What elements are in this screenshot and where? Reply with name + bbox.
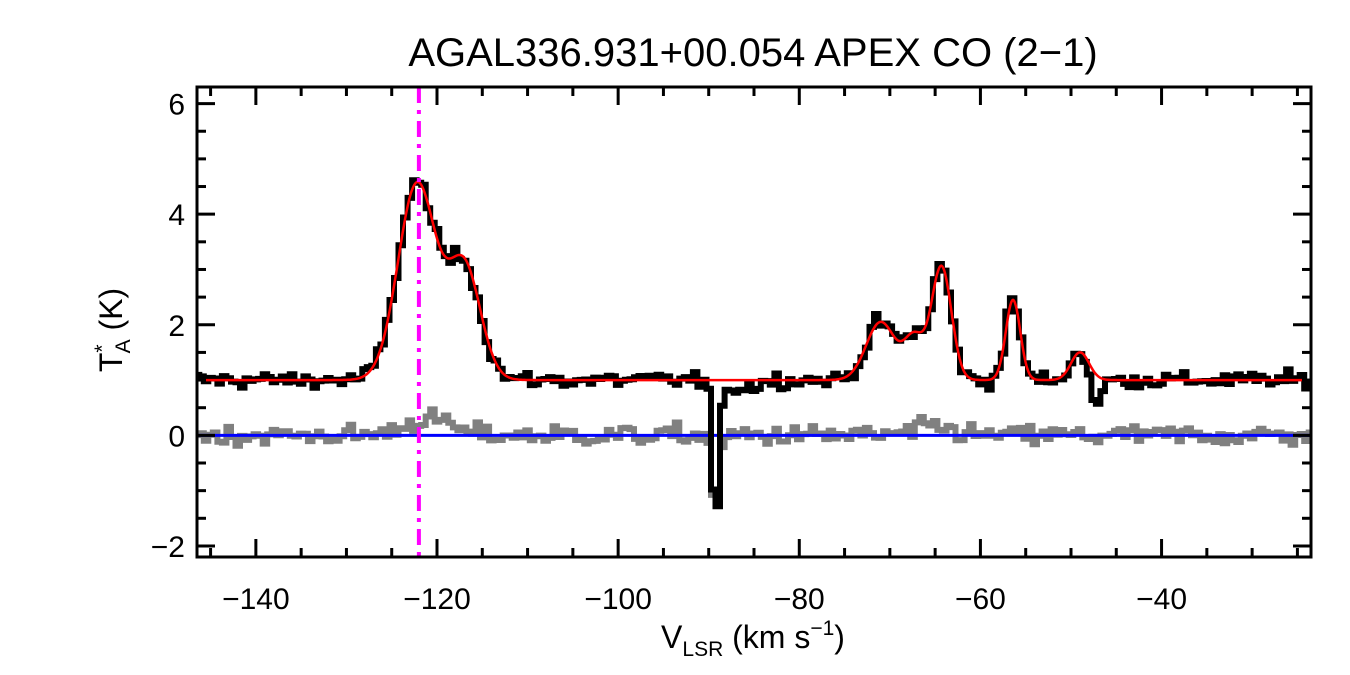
plot-frame xyxy=(195,85,1313,559)
x-tick-label: −60 xyxy=(955,583,1006,616)
x-tick-label: −40 xyxy=(1136,583,1187,616)
plot-area xyxy=(197,87,1311,557)
y-tick-label: 6 xyxy=(168,89,185,122)
residual-spectrum-line xyxy=(197,406,1311,498)
x-tick-label: −80 xyxy=(774,583,825,616)
axes-frame xyxy=(195,85,1313,559)
x-tick-label: −140 xyxy=(222,583,290,616)
x-tick-label: −100 xyxy=(584,583,652,616)
plot-clip-group xyxy=(197,87,1311,557)
y-tick-label: 0 xyxy=(168,420,185,453)
x-tick-label: −120 xyxy=(403,583,471,616)
x-tick-labels: −140 −120 −100 −80 −60 −40 xyxy=(222,583,1187,616)
y-tick-labels: −2 0 2 4 6 xyxy=(151,89,185,564)
y-tick-label: −2 xyxy=(151,531,185,564)
y-axis-label: T*A (K) xyxy=(91,288,135,372)
y-tick-label: 2 xyxy=(168,310,185,343)
y-tick-label: 4 xyxy=(168,199,185,232)
gaussian-fit-line xyxy=(197,180,1311,382)
x-axis-label: VLSR (km s−1) xyxy=(661,617,845,661)
observed-spectrum-line xyxy=(197,177,1311,510)
chart-title: AGAL336.931+00.054 APEX CO (2−1) xyxy=(408,31,1097,75)
